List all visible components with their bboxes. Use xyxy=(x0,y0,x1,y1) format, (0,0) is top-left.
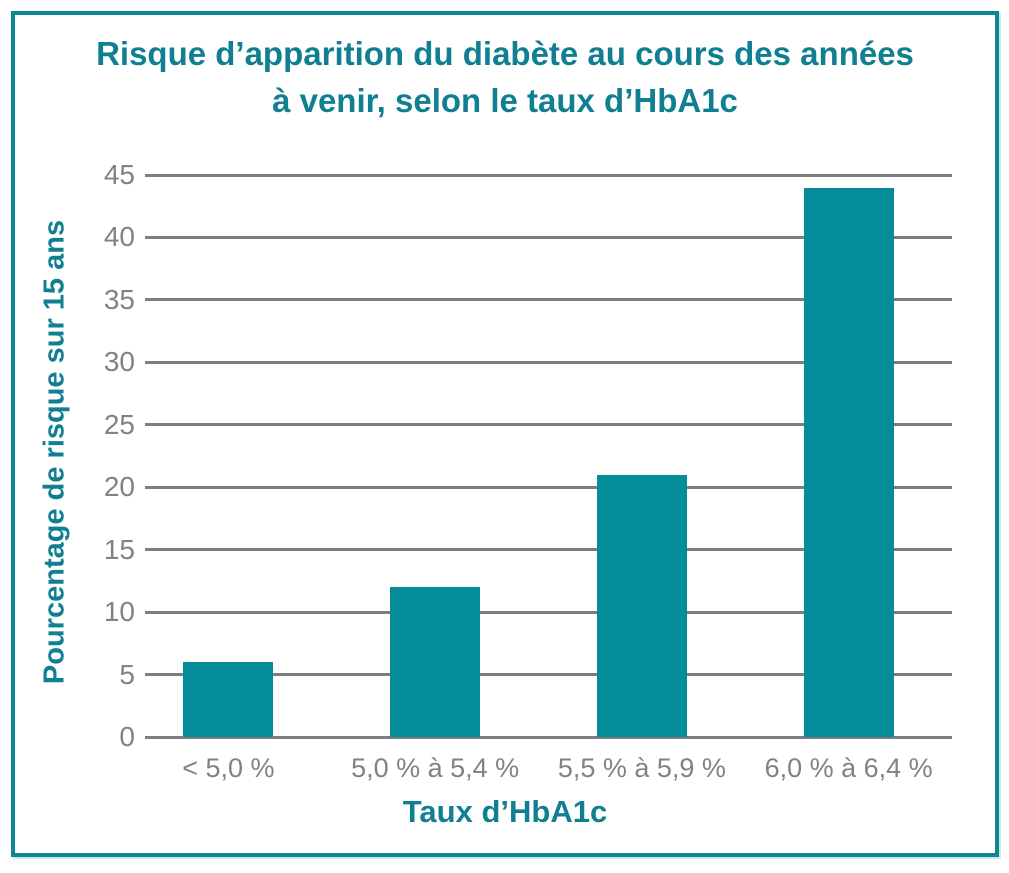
y-tick-label-0: 0 xyxy=(119,721,135,752)
bar-slot-1 xyxy=(332,175,539,737)
category-label-3: 6,0 % à 6,4 % xyxy=(764,753,933,783)
bar-3 xyxy=(803,187,894,737)
gridline-25 xyxy=(145,423,952,427)
x-axis-title: Taux d’HbA1c xyxy=(402,794,608,829)
chart-title: Risque d’apparition du diabète au cours … xyxy=(15,30,995,124)
gridline-45 xyxy=(145,173,952,177)
bar-1 xyxy=(390,587,481,737)
bar-0 xyxy=(183,662,274,737)
y-tick-label-30: 30 xyxy=(103,346,135,378)
gridline-10 xyxy=(145,610,952,614)
chart-title-line2: à venir, selon le taux d’HbA1c xyxy=(272,82,738,119)
y-tick-label-15: 15 xyxy=(103,533,135,565)
y-tick-label-35: 35 xyxy=(103,283,135,315)
gridline-5 xyxy=(145,673,952,677)
chart-frame-border xyxy=(11,11,999,857)
gridline-20 xyxy=(145,485,952,489)
gridline-0 xyxy=(145,735,952,739)
gridline-40 xyxy=(145,235,952,239)
category-label-2: 5,5 % à 5,9 % xyxy=(557,753,726,783)
chart-title-line1: Risque d’apparition du diabète au cours … xyxy=(96,35,914,72)
bar-slot-0 xyxy=(125,175,332,737)
y-tick-label-5: 5 xyxy=(119,658,135,690)
bar-slot-2 xyxy=(539,175,746,737)
y-tick-label-10: 10 xyxy=(103,596,135,628)
bar-slot-3 xyxy=(745,175,952,737)
bars-layer xyxy=(125,175,952,737)
gridline-30 xyxy=(145,360,952,364)
bar-2 xyxy=(596,474,687,737)
y-tick-label-20: 20 xyxy=(103,471,135,503)
category-label-0: < 5,0 % xyxy=(182,753,275,783)
plot-area xyxy=(145,173,952,739)
gridline-35 xyxy=(145,298,952,302)
y-tick-label-45: 45 xyxy=(103,159,135,190)
y-tick-label-40: 40 xyxy=(103,221,135,253)
category-label-1: 5,0 % à 5,4 % xyxy=(351,753,520,783)
y-tick-label-25: 25 xyxy=(103,408,135,440)
x-category-labels: < 5,0 % 5,0 % à 5,4 % 5,5 % à 5,9 % 6,0 % à… xyxy=(125,753,952,784)
gridline-15 xyxy=(145,548,952,552)
